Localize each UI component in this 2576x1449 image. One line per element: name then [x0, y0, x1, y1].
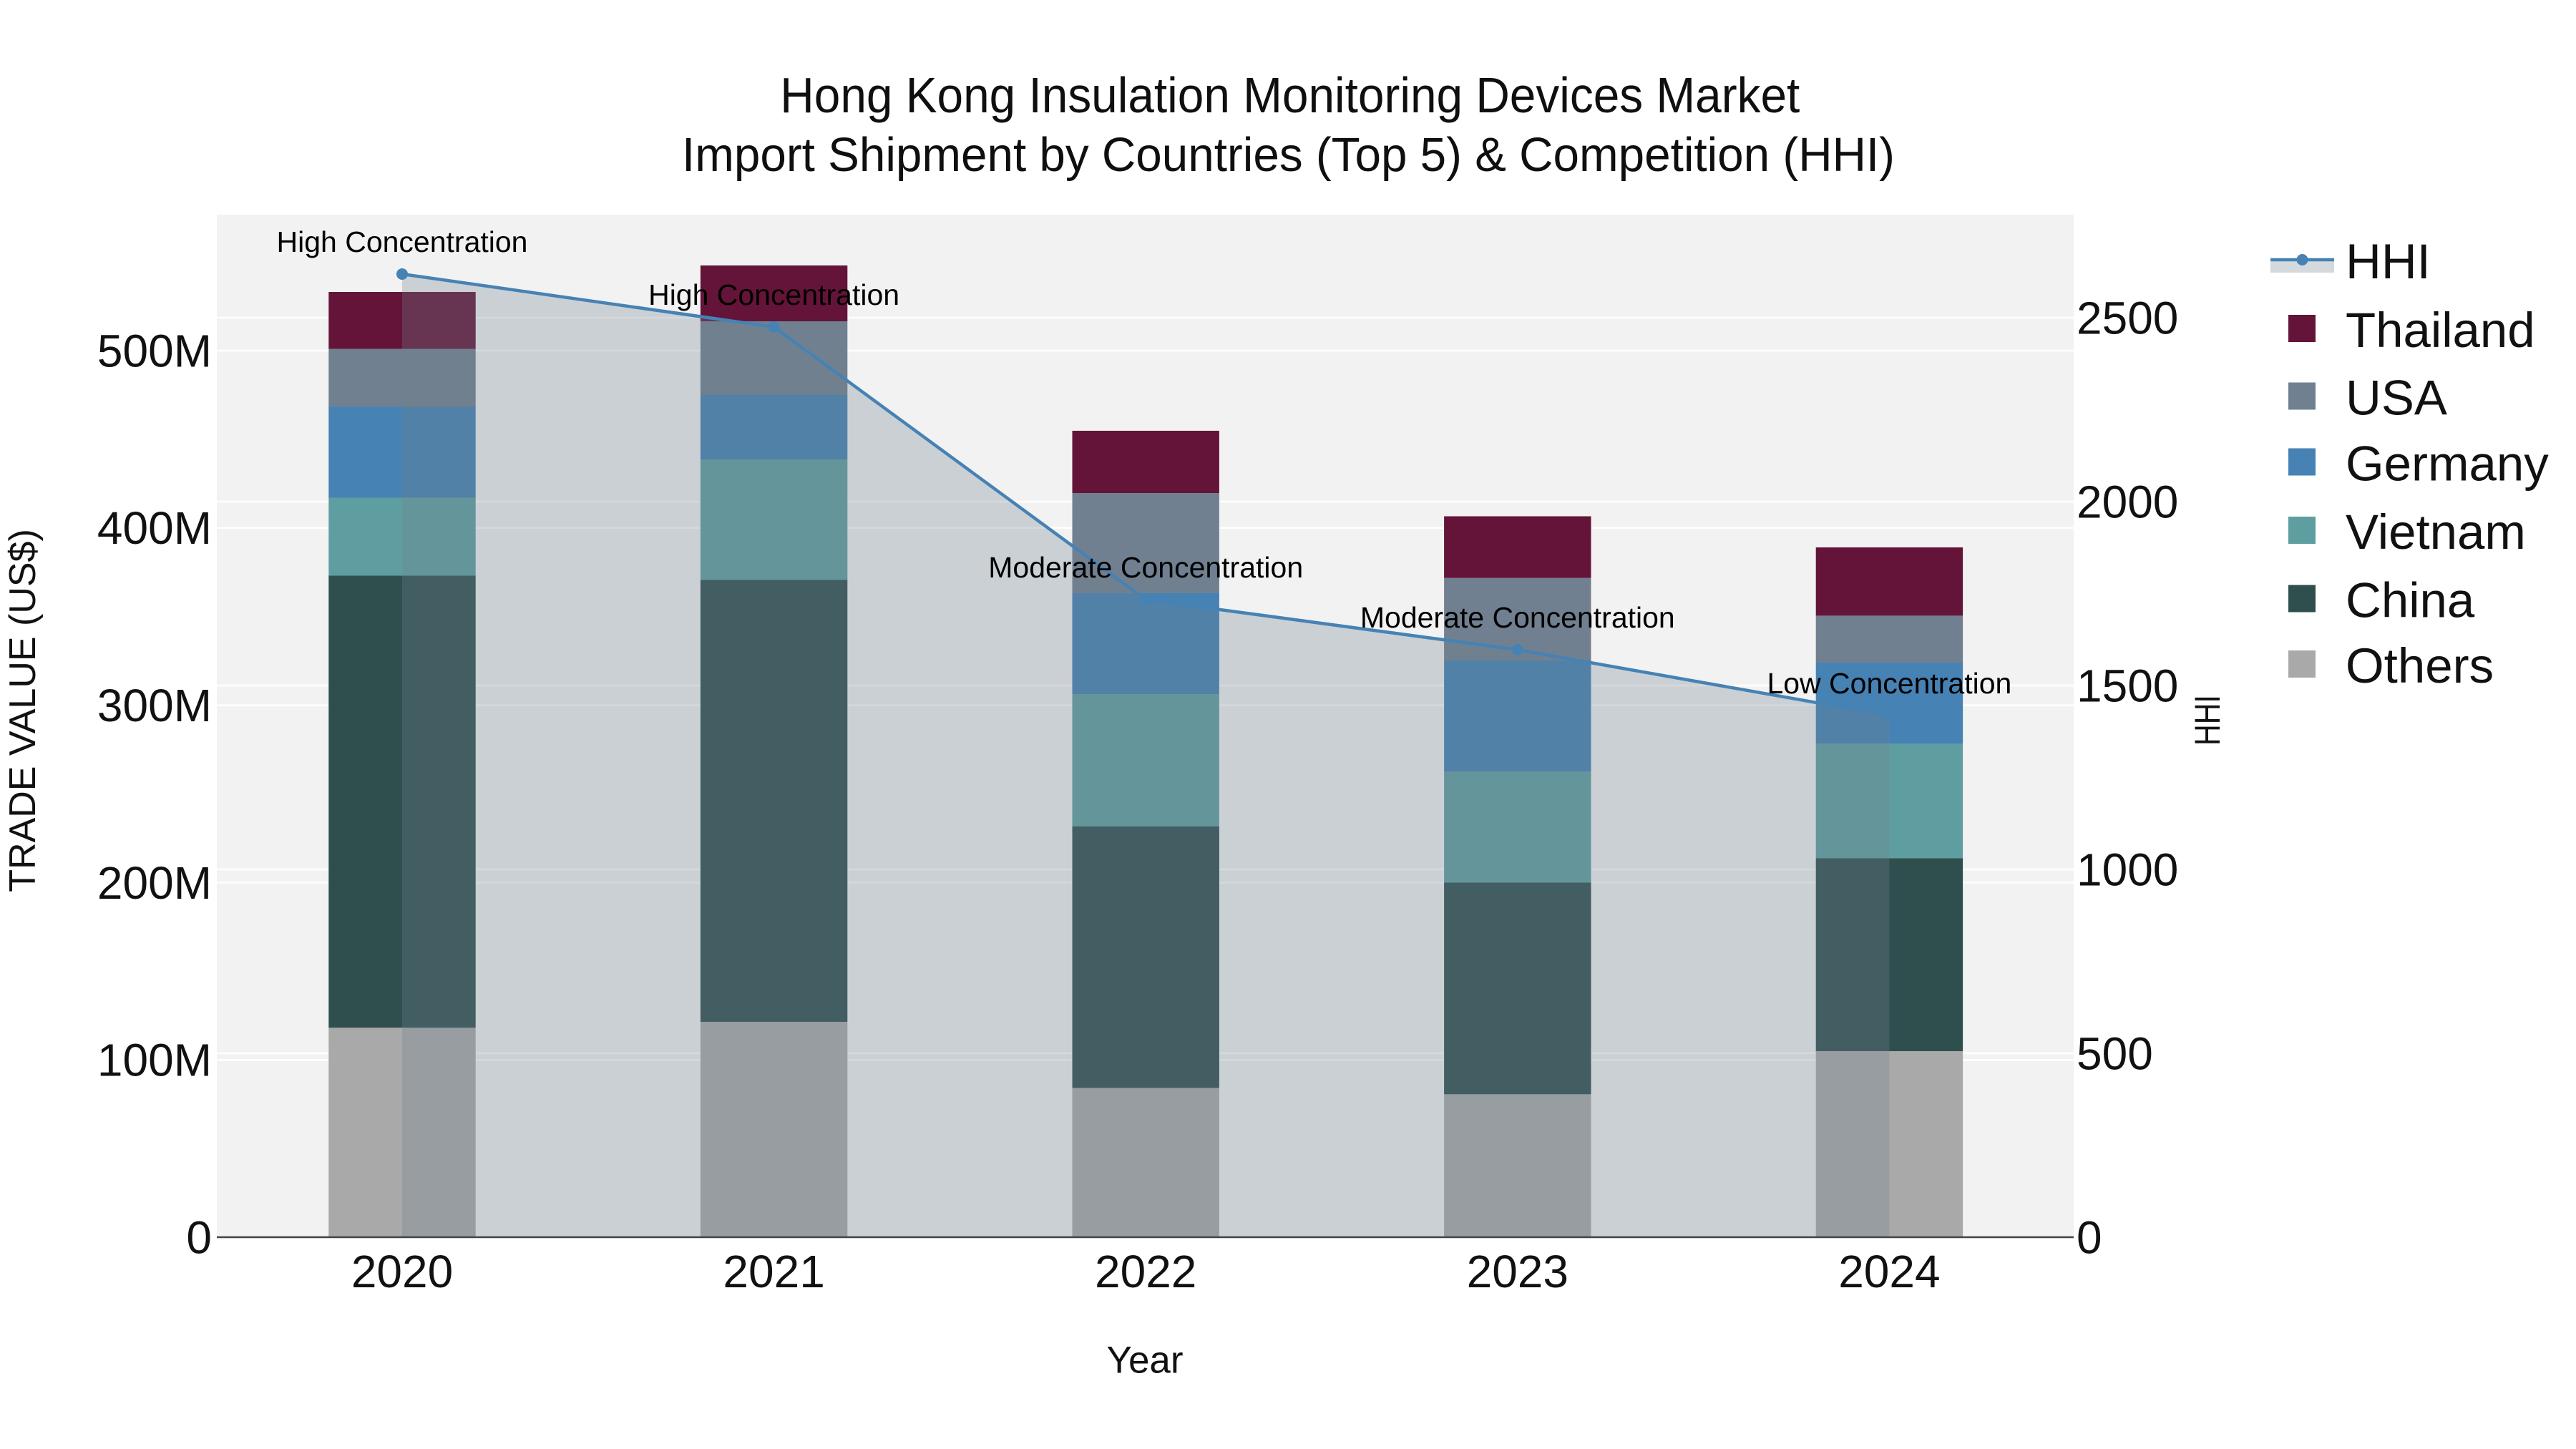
svg-text:300M: 300M — [97, 680, 212, 731]
svg-text:Moderate Concentration: Moderate Concentration — [1360, 601, 1675, 634]
svg-text:500: 500 — [2077, 1028, 2153, 1079]
svg-text:USA: USA — [2346, 371, 2447, 426]
svg-text:200M: 200M — [97, 857, 212, 909]
svg-text:Low Concentration: Low Concentration — [1767, 667, 2011, 700]
svg-text:0: 0 — [186, 1211, 212, 1263]
svg-text:2000: 2000 — [2077, 476, 2178, 527]
svg-text:2021: 2021 — [723, 1246, 824, 1297]
svg-text:TRADE VALUE (US$): TRADE VALUE (US$) — [2, 529, 44, 892]
svg-text:China: China — [2346, 573, 2475, 628]
svg-text:HHI: HHI — [2187, 695, 2228, 746]
svg-text:High Concentration: High Concentration — [277, 225, 528, 258]
svg-text:High Concentration: High Concentration — [648, 278, 899, 311]
svg-text:Hong Kong Insulation Monitorin: Hong Kong Insulation Monitoring Devices … — [780, 67, 1800, 123]
svg-text:Germany: Germany — [2346, 436, 2549, 492]
svg-text:Vietnam: Vietnam — [2346, 504, 2526, 560]
svg-text:Import Shipment by Countries (: Import Shipment by Countries (Top 5) & C… — [682, 128, 1895, 182]
svg-text:2022: 2022 — [1095, 1246, 1196, 1297]
svg-text:2024: 2024 — [1838, 1246, 1940, 1297]
svg-text:Year: Year — [1106, 1340, 1183, 1382]
svg-text:HHI: HHI — [2346, 234, 2431, 289]
svg-text:2023: 2023 — [1467, 1246, 1568, 1297]
svg-text:Thailand: Thailand — [2346, 303, 2535, 358]
svg-text:0: 0 — [2077, 1211, 2102, 1263]
svg-text:1500: 1500 — [2077, 660, 2178, 711]
svg-text:500M: 500M — [97, 325, 212, 376]
svg-text:2500: 2500 — [2077, 292, 2178, 343]
svg-text:Moderate Concentration: Moderate Concentration — [988, 551, 1303, 584]
svg-text:Others: Others — [2346, 638, 2494, 693]
svg-text:400M: 400M — [97, 502, 212, 554]
svg-text:100M: 100M — [97, 1035, 212, 1086]
svg-text:1000: 1000 — [2077, 844, 2178, 895]
svg-text:2020: 2020 — [351, 1246, 453, 1297]
